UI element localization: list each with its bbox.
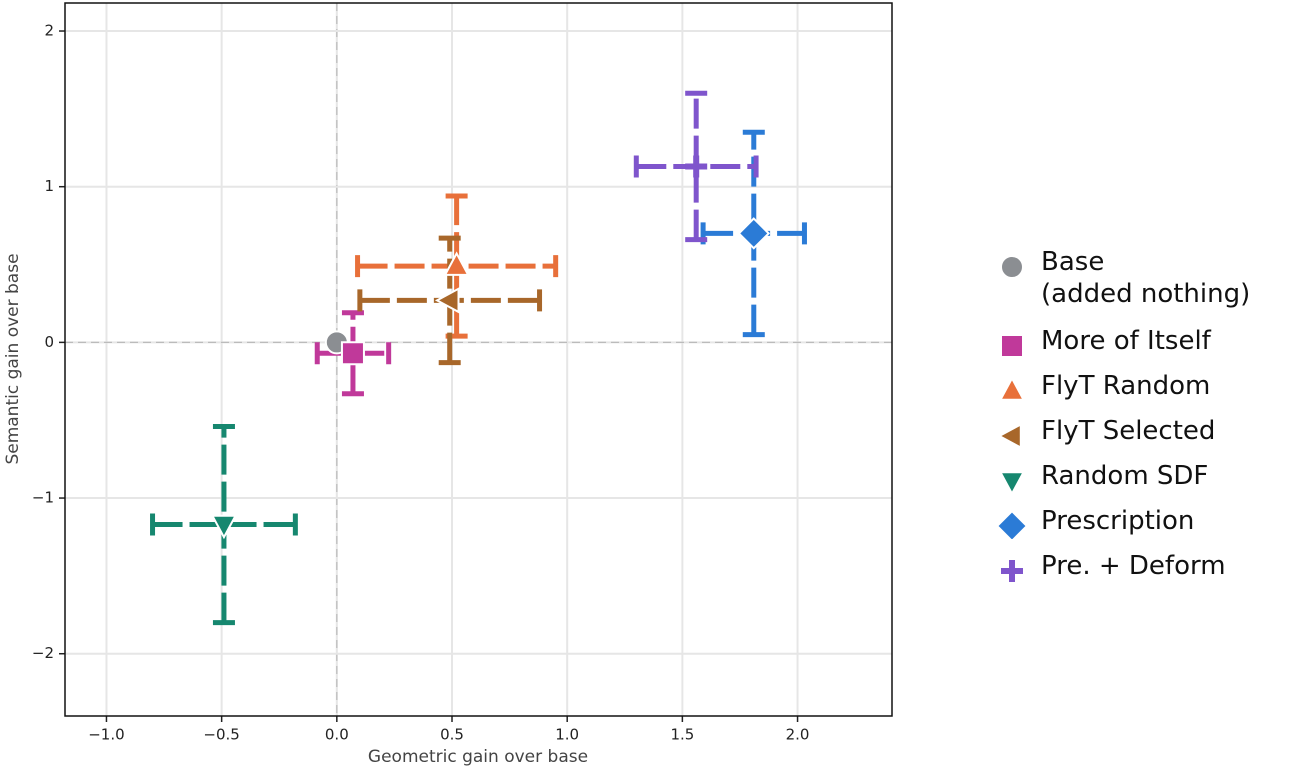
legend-marker bbox=[1000, 334, 1024, 358]
legend-entry: Pre. + Deform bbox=[995, 550, 1250, 595]
point bbox=[685, 155, 708, 178]
legend-label: FlyT Selected bbox=[1041, 416, 1216, 446]
y-tick-label: 1 bbox=[44, 177, 54, 195]
legend-swatch bbox=[995, 509, 1029, 539]
legend-entry: FlyT Selected bbox=[995, 415, 1250, 460]
y-tick-label: 2 bbox=[44, 22, 54, 40]
point bbox=[434, 287, 460, 314]
legend-entry: FlyT Random bbox=[995, 370, 1250, 415]
x-tick-label: −0.5 bbox=[203, 726, 239, 744]
x-error-cap bbox=[150, 513, 298, 536]
point bbox=[210, 514, 238, 540]
x-tick-label: −1.0 bbox=[88, 726, 124, 744]
error-bars bbox=[150, 90, 807, 626]
legend-label: Pre. + Deform bbox=[1041, 551, 1226, 581]
legend-label: Prescription bbox=[1041, 506, 1195, 536]
x-error-cap bbox=[633, 155, 759, 178]
x-error-cap bbox=[355, 255, 559, 278]
x-tick-label: 0.5 bbox=[440, 726, 464, 744]
legend-swatch bbox=[998, 376, 1026, 401]
x-tick-label: 1.5 bbox=[670, 726, 694, 744]
point bbox=[443, 251, 470, 276]
legend-entry: More of Itself bbox=[995, 325, 1250, 370]
point bbox=[737, 217, 771, 250]
legend-swatch bbox=[1001, 560, 1023, 582]
point bbox=[340, 341, 365, 366]
points bbox=[210, 155, 771, 540]
y-tick-label: −1 bbox=[32, 489, 54, 507]
legend-marker bbox=[1001, 560, 1023, 582]
x-error-cap bbox=[314, 342, 392, 365]
y-axis-label: Semantic gain over base bbox=[3, 253, 23, 464]
x-tick-label: 2.0 bbox=[786, 726, 810, 744]
y-error-cap bbox=[685, 90, 708, 243]
legend-marker bbox=[998, 471, 1026, 494]
legend-marker bbox=[997, 422, 1022, 449]
y-error-cap bbox=[212, 423, 235, 626]
x-tick-label: 1.0 bbox=[555, 726, 579, 744]
legend-label: Base (added nothing) bbox=[1041, 247, 1251, 309]
legend-label: Random SDF bbox=[1041, 461, 1209, 491]
legend-entry: Random SDF bbox=[995, 460, 1250, 505]
grid bbox=[65, 3, 892, 716]
y-error-cap bbox=[341, 310, 364, 397]
plot-frame bbox=[64, 2, 893, 717]
legend-swatch bbox=[1000, 334, 1024, 358]
legend-entry: Prescription bbox=[995, 505, 1250, 550]
x-error-cap bbox=[357, 289, 543, 312]
legend-label: More of Itself bbox=[1041, 326, 1211, 356]
legend-marker bbox=[998, 376, 1026, 401]
x-axis-label: Geometric gain over base bbox=[368, 747, 588, 767]
y-error-cap bbox=[742, 129, 765, 338]
legend-swatch bbox=[998, 471, 1026, 494]
y-tick-label: 0 bbox=[44, 333, 54, 351]
legend-swatch bbox=[997, 422, 1022, 449]
y-error-cap bbox=[438, 235, 461, 366]
legend-swatch bbox=[1000, 255, 1024, 279]
legend: Base (added nothing) More of Itself FlyT R… bbox=[995, 246, 1250, 595]
y-tick-label: −2 bbox=[32, 644, 54, 662]
x-tick-label: 0.0 bbox=[325, 726, 349, 744]
legend-label: FlyT Random bbox=[1041, 371, 1211, 401]
legend-marker bbox=[995, 509, 1029, 539]
legend-entry: Base (added nothing) bbox=[995, 246, 1250, 325]
legend-marker bbox=[1000, 255, 1024, 279]
